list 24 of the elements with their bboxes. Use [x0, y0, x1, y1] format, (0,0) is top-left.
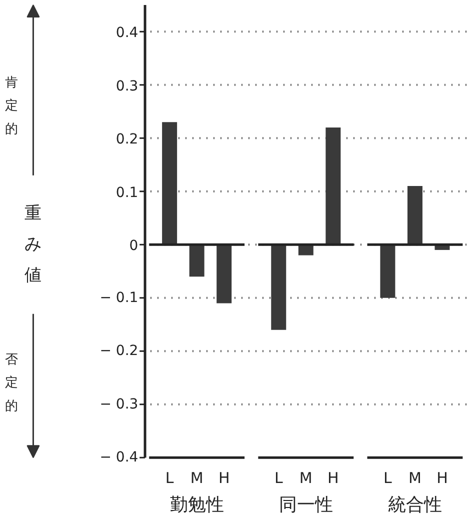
x-tick-label: L — [274, 468, 284, 487]
text: 勤勉性 — [170, 494, 224, 516]
x-tick-label: M — [408, 468, 422, 487]
x-tick-label: M — [299, 468, 312, 487]
text: 肯定的 — [4, 75, 18, 137]
text: 同一性 — [278, 494, 333, 516]
y-tick-label: 0.4 — [116, 25, 138, 42]
x-tick-label: L — [165, 468, 174, 487]
y-axis-title: 重み値 — [24, 204, 42, 286]
x-tick-label: H — [328, 468, 339, 487]
y-tick-label: 0 — [129, 238, 138, 254]
x-tick-label: H — [218, 468, 230, 487]
x-tick-label: H — [436, 468, 448, 487]
y-tick-label: − 0.1 — [100, 290, 138, 306]
text: 統合性 — [388, 494, 442, 516]
y-tick-label: − 0.3 — [100, 396, 138, 412]
y-tick-label: − 0.2 — [100, 343, 138, 360]
x-tick-label: M — [190, 468, 204, 487]
y-tick-label: − 0.4 — [100, 450, 138, 466]
text: 否定的 — [4, 352, 18, 414]
y-tick-label: 0.2 — [116, 132, 138, 148]
x-tick-label: L — [384, 468, 393, 487]
y-tick-label: 0.1 — [116, 184, 138, 201]
y-tick-label: 0.3 — [116, 78, 138, 94]
